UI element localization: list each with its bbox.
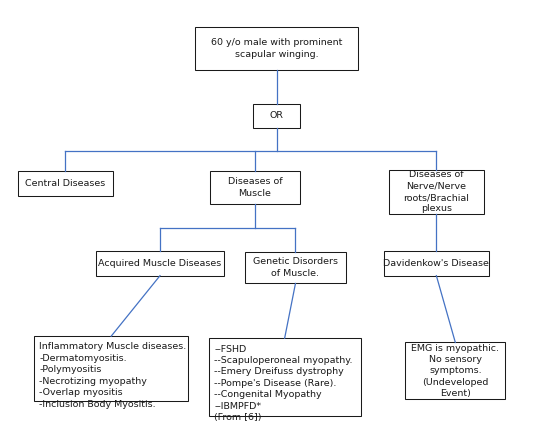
FancyBboxPatch shape <box>405 342 505 399</box>
FancyBboxPatch shape <box>384 251 489 276</box>
Text: Diseases of
Muscle: Diseases of Muscle <box>227 178 282 198</box>
FancyBboxPatch shape <box>195 28 358 70</box>
FancyBboxPatch shape <box>34 336 189 402</box>
Text: Diseases of
Nerve/Nerve
roots/Brachial
plexus: Diseases of Nerve/Nerve roots/Brachial p… <box>404 170 469 214</box>
Text: Central Diseases: Central Diseases <box>25 179 105 188</box>
Text: Inflammatory Muscle diseases.
-Dermatomyositis.
-Polymyositis
-Necrotizing myopa: Inflammatory Muscle diseases. -Dermatomy… <box>39 342 187 409</box>
Text: Genetic Disorders
of Muscle.: Genetic Disorders of Muscle. <box>253 258 338 278</box>
Text: 60 y/o male with prominent
scapular winging.: 60 y/o male with prominent scapular wing… <box>211 38 342 59</box>
Text: EMG is myopathic.
No sensory
symptoms.
(Undeveloped
Event): EMG is myopathic. No sensory symptoms. (… <box>411 344 499 398</box>
FancyBboxPatch shape <box>246 252 346 283</box>
Text: Davidenkow's Disease: Davidenkow's Disease <box>383 259 489 268</box>
FancyBboxPatch shape <box>253 104 300 128</box>
FancyBboxPatch shape <box>18 171 113 196</box>
FancyBboxPatch shape <box>96 251 223 276</box>
FancyBboxPatch shape <box>209 338 361 416</box>
Text: --FSHD
--Scapuloperoneal myopathy.
--Emery Dreifuss dystrophy
--Pompe's Disease : --FSHD --Scapuloperoneal myopathy. --Eme… <box>214 344 353 422</box>
FancyBboxPatch shape <box>210 171 300 205</box>
Text: Acquired Muscle Diseases: Acquired Muscle Diseases <box>98 259 222 268</box>
Text: OR: OR <box>269 111 284 120</box>
FancyBboxPatch shape <box>389 170 484 214</box>
